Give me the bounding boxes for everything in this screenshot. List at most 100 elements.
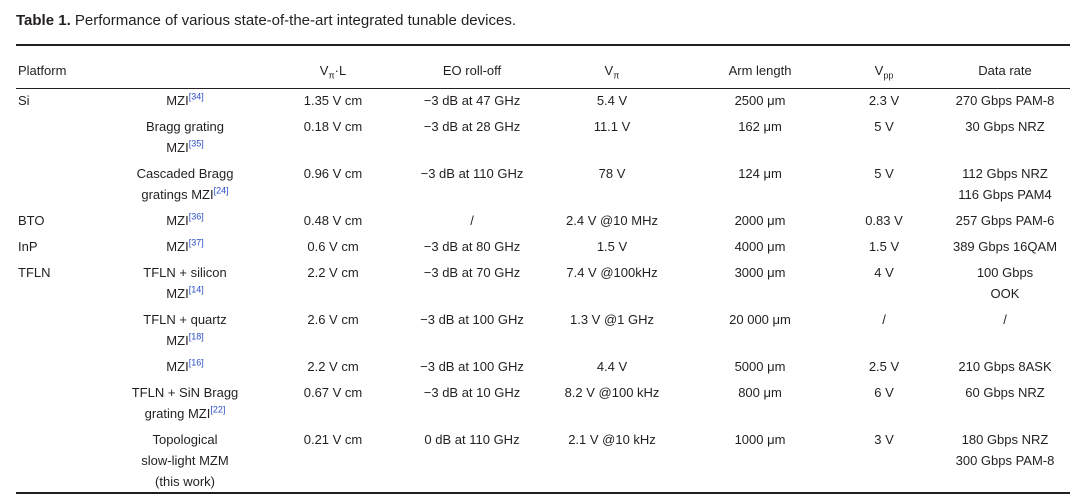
header-subscript: π [328, 70, 335, 81]
header-symbol: V [874, 63, 884, 78]
table-cell: 5 V [874, 166, 894, 181]
table-cell: 2500 μm [734, 93, 786, 108]
table-cell: 78 V [598, 166, 626, 181]
table-cell: 2000 μm [734, 213, 786, 228]
table-cell: 800 μm [738, 385, 782, 400]
table-cell: −3 dB at 28 GHz [423, 119, 521, 134]
table-cell: 11.1 V [593, 119, 631, 134]
device-text: Cascaded Bragg [136, 166, 234, 181]
column-header: Arm length [728, 63, 792, 78]
table-cell: 2.2 V cm [307, 359, 359, 374]
table-cell: 7.4 V @100kHz [566, 265, 658, 280]
device-text: (this work) [155, 474, 215, 489]
column-header: Platform [18, 63, 67, 78]
reference-link[interactable]: [24] [213, 185, 229, 196]
table-cell: 5.4 V [596, 93, 628, 108]
table-cell: 4000 μm [734, 239, 786, 254]
device-text: MZI [166, 286, 189, 301]
table-cell: 0.67 V cm [303, 385, 363, 400]
table-cell: 100 Gbps [976, 265, 1034, 280]
device-cell: Bragg grating [146, 116, 224, 137]
table-cell: 116 Gbps PAM4 [958, 187, 1052, 202]
table-cell: 5000 μm [734, 359, 786, 374]
device-cell: Topological [152, 429, 217, 450]
device-cell: grating MZI[22] [145, 403, 226, 424]
device-cell: gratings MZI[24] [141, 184, 228, 205]
table-cell: 0.21 V cm [303, 432, 363, 447]
column-header: Data rate [978, 63, 1032, 78]
device-text: MZI [166, 239, 189, 254]
table-cell: 300 Gbps PAM-8 [955, 453, 1055, 468]
device-cell: slow-light MZM [141, 450, 228, 471]
reference-link[interactable]: [16] [188, 357, 204, 368]
table-cell: 4 V [874, 265, 894, 280]
table-cell: 60 Gbps NRZ [965, 385, 1045, 400]
device-cell: MZI[35] [166, 137, 203, 158]
table-cell: 2.1 V @10 kHz [568, 432, 656, 447]
table-cell: 2.3 V [868, 93, 900, 108]
platform-cell: InP [18, 239, 38, 254]
device-text: slow-light MZM [141, 453, 229, 468]
reference-link[interactable]: [14] [188, 284, 204, 295]
table-cell: 124 μm [738, 166, 782, 181]
header-rule [16, 88, 1070, 89]
device-cell: MZI[34] [166, 90, 203, 111]
table-cell: −3 dB at 47 GHz [423, 93, 521, 108]
device-text: grating MZI [144, 406, 211, 421]
device-text: MZI [166, 359, 189, 374]
table-cell: / [1003, 312, 1007, 327]
header-symbol: V [319, 63, 329, 78]
platform-cell: BTO [18, 213, 45, 228]
table-cell: −3 dB at 10 GHz [423, 385, 521, 400]
device-cell: Cascaded Bragg [137, 163, 234, 184]
table-cell: 20 000 μm [729, 312, 791, 327]
table-title: Table 1. Performance of various state-of… [16, 12, 516, 29]
device-cell: MZI[36] [166, 210, 203, 231]
table-cell: 112 Gbps NRZ [962, 166, 1048, 181]
device-cell: TFLN + quartz [143, 309, 226, 330]
table-cell: −3 dB at 100 GHz [420, 312, 524, 327]
reference-link[interactable]: [36] [188, 211, 204, 222]
table-cell: 162 μm [738, 119, 782, 134]
table-cell: 30 Gbps NRZ [965, 119, 1045, 134]
bottom-rule [16, 492, 1070, 494]
table-cell: 3 V [874, 432, 894, 447]
device-text: Bragg grating [145, 119, 225, 134]
column-header: EO roll-off [442, 63, 502, 78]
device-cell: MZI[16] [166, 356, 203, 377]
device-text: TFLN + SiN Bragg [131, 385, 239, 400]
column-header: Vπ [605, 60, 620, 81]
reference-link[interactable]: [34] [188, 91, 204, 102]
top-rule [16, 44, 1070, 46]
table-cell: 0 dB at 110 GHz [424, 432, 520, 447]
table-cell: 2.6 V cm [307, 312, 359, 327]
reference-link[interactable]: [35] [188, 138, 204, 149]
table-cell: 0.48 V cm [303, 213, 363, 228]
reference-link[interactable]: [22] [210, 404, 226, 415]
device-text: gratings MZI [141, 187, 214, 202]
device-cell: MZI[18] [166, 330, 203, 351]
table-cell: 1.3 V @1 GHz [569, 312, 655, 327]
table-cell: 8.2 V @100 kHz [564, 385, 660, 400]
reference-link[interactable]: [18] [188, 331, 204, 342]
table-cell: 2.2 V cm [307, 265, 359, 280]
table-cell: −3 dB at 110 GHz [420, 166, 524, 181]
device-cell: MZI[14] [166, 283, 203, 304]
platform-cell: TFLN [18, 265, 51, 280]
table-cell: 1.5 V [868, 239, 900, 254]
device-cell: MZI[37] [166, 236, 203, 257]
table-cell: 0.6 V cm [307, 239, 359, 254]
platform-cell: Si [18, 93, 30, 108]
device-text: MZI [166, 140, 189, 155]
table-cell: 6 V [874, 385, 894, 400]
table-cell: −3 dB at 70 GHz [423, 265, 521, 280]
table-cell: 0.96 V cm [303, 166, 363, 181]
device-text: TFLN + quartz [143, 312, 227, 327]
table-cell: 270 Gbps PAM-8 [955, 93, 1055, 108]
column-header: Vpp [875, 60, 894, 81]
table-caption: Performance of various state-of-the-art … [70, 12, 516, 29]
header-subscript: π [613, 70, 620, 81]
header-subscript: pp [883, 70, 894, 81]
reference-link[interactable]: [37] [188, 237, 204, 248]
device-text: MZI [166, 93, 189, 108]
